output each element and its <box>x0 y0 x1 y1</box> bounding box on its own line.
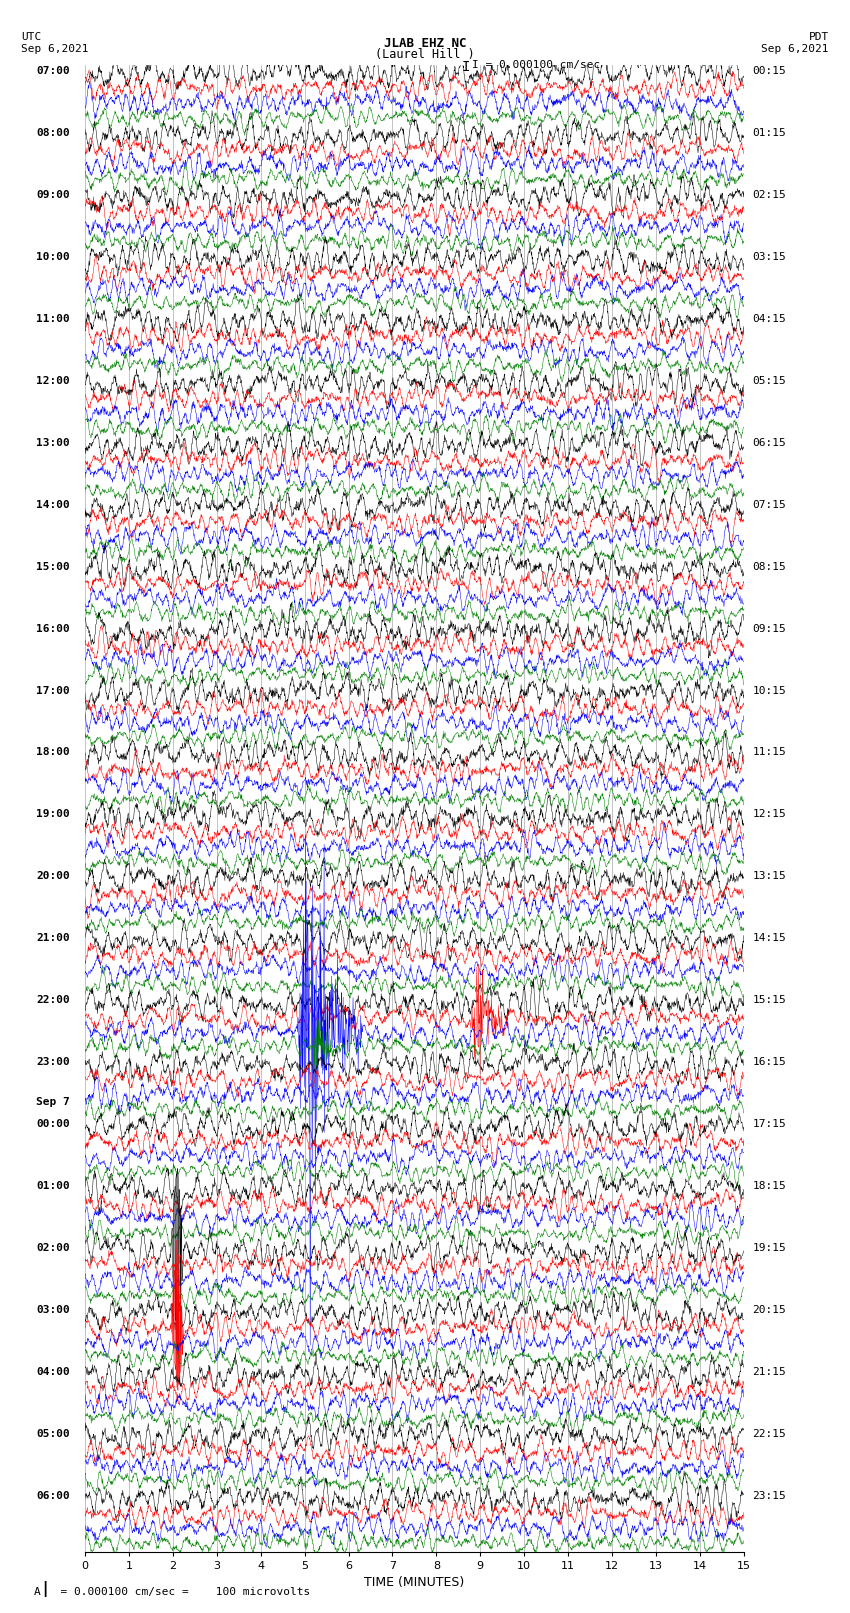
Text: 09:00: 09:00 <box>36 190 70 200</box>
Text: 00:00: 00:00 <box>36 1119 70 1129</box>
Text: 23:15: 23:15 <box>752 1490 786 1502</box>
Text: 18:00: 18:00 <box>36 747 70 758</box>
Text: 14:15: 14:15 <box>752 934 786 944</box>
Text: 08:15: 08:15 <box>752 561 786 571</box>
Text: 07:00: 07:00 <box>36 66 70 76</box>
Text: Sep 6,2021: Sep 6,2021 <box>762 44 829 53</box>
Text: (Laurel Hill ): (Laurel Hill ) <box>375 48 475 61</box>
Text: 22:15: 22:15 <box>752 1429 786 1439</box>
Text: 04:00: 04:00 <box>36 1368 70 1378</box>
Text: 16:00: 16:00 <box>36 624 70 634</box>
Text: 12:15: 12:15 <box>752 810 786 819</box>
Text: 17:15: 17:15 <box>752 1119 786 1129</box>
Text: 05:15: 05:15 <box>752 376 786 386</box>
Text: 06:15: 06:15 <box>752 437 786 448</box>
Text: 08:00: 08:00 <box>36 127 70 137</box>
Text: 12:00: 12:00 <box>36 376 70 386</box>
Text: 20:00: 20:00 <box>36 871 70 881</box>
Text: A: A <box>34 1587 41 1597</box>
Text: 13:15: 13:15 <box>752 871 786 881</box>
Text: 03:15: 03:15 <box>752 252 786 261</box>
Text: 11:00: 11:00 <box>36 315 70 324</box>
Text: UTC: UTC <box>21 32 42 42</box>
Text: 15:15: 15:15 <box>752 995 786 1005</box>
Text: 19:15: 19:15 <box>752 1244 786 1253</box>
Text: I: I <box>462 60 470 74</box>
Text: 01:00: 01:00 <box>36 1181 70 1192</box>
Text: 13:00: 13:00 <box>36 437 70 448</box>
Text: 21:00: 21:00 <box>36 934 70 944</box>
X-axis label: TIME (MINUTES): TIME (MINUTES) <box>365 1576 464 1589</box>
Text: 07:15: 07:15 <box>752 500 786 510</box>
Text: 02:15: 02:15 <box>752 190 786 200</box>
Text: 14:00: 14:00 <box>36 500 70 510</box>
Text: 03:00: 03:00 <box>36 1305 70 1315</box>
Text: 18:15: 18:15 <box>752 1181 786 1192</box>
Text: 19:00: 19:00 <box>36 810 70 819</box>
Text: 05:00: 05:00 <box>36 1429 70 1439</box>
Text: 01:15: 01:15 <box>752 127 786 137</box>
Text: |: | <box>40 1581 49 1597</box>
Text: Sep 6,2021: Sep 6,2021 <box>21 44 88 53</box>
Text: PDT: PDT <box>808 32 829 42</box>
Text: 06:00: 06:00 <box>36 1490 70 1502</box>
Text: 11:15: 11:15 <box>752 747 786 758</box>
Text: 04:15: 04:15 <box>752 315 786 324</box>
Text: JLAB EHZ NC: JLAB EHZ NC <box>383 37 467 50</box>
Text: 20:15: 20:15 <box>752 1305 786 1315</box>
Text: 15:00: 15:00 <box>36 561 70 571</box>
Text: Sep 7: Sep 7 <box>36 1097 70 1108</box>
Text: = 0.000100 cm/sec =    100 microvolts: = 0.000100 cm/sec = 100 microvolts <box>47 1587 310 1597</box>
Text: 21:15: 21:15 <box>752 1368 786 1378</box>
Text: 23:00: 23:00 <box>36 1058 70 1068</box>
Text: 17:00: 17:00 <box>36 686 70 695</box>
Text: 00:15: 00:15 <box>752 66 786 76</box>
Text: 09:15: 09:15 <box>752 624 786 634</box>
Text: 02:00: 02:00 <box>36 1244 70 1253</box>
Text: 16:15: 16:15 <box>752 1058 786 1068</box>
Text: 22:00: 22:00 <box>36 995 70 1005</box>
Text: I = 0.000100 cm/sec: I = 0.000100 cm/sec <box>472 60 600 69</box>
Text: 10:00: 10:00 <box>36 252 70 261</box>
Text: 10:15: 10:15 <box>752 686 786 695</box>
